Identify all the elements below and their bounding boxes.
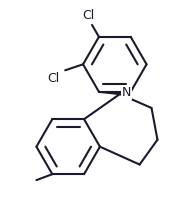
Text: Cl: Cl — [82, 10, 94, 22]
Text: Cl: Cl — [47, 72, 59, 85]
Text: N: N — [122, 86, 131, 99]
